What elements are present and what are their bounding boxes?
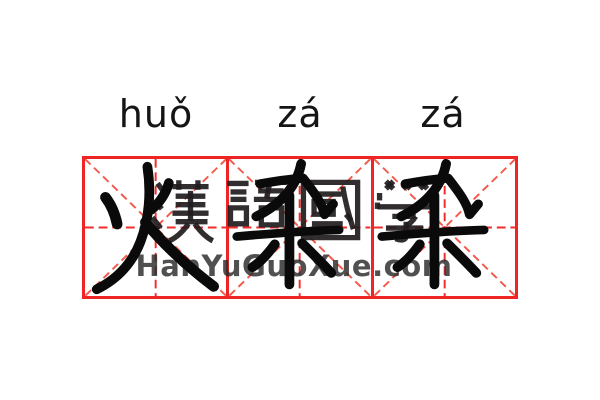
pinyin-syllable-1: huǒ (118, 92, 194, 136)
grid-cell-3 (370, 159, 515, 296)
watermark-hanzi-glyph-guo (300, 179, 361, 241)
grid-cell-2 (226, 159, 371, 296)
watermark-hanzi-glyph-han (150, 180, 215, 244)
hanzi-character-za (377, 159, 489, 290)
hanzi-character-za (232, 159, 344, 290)
pinyin-syllable-2: zá (277, 92, 323, 136)
mizige-grid (82, 156, 518, 299)
grid-cell-1 (85, 159, 227, 296)
pinyin-syllable-3: zá (420, 92, 466, 136)
hanzi-character-huo (91, 161, 220, 295)
